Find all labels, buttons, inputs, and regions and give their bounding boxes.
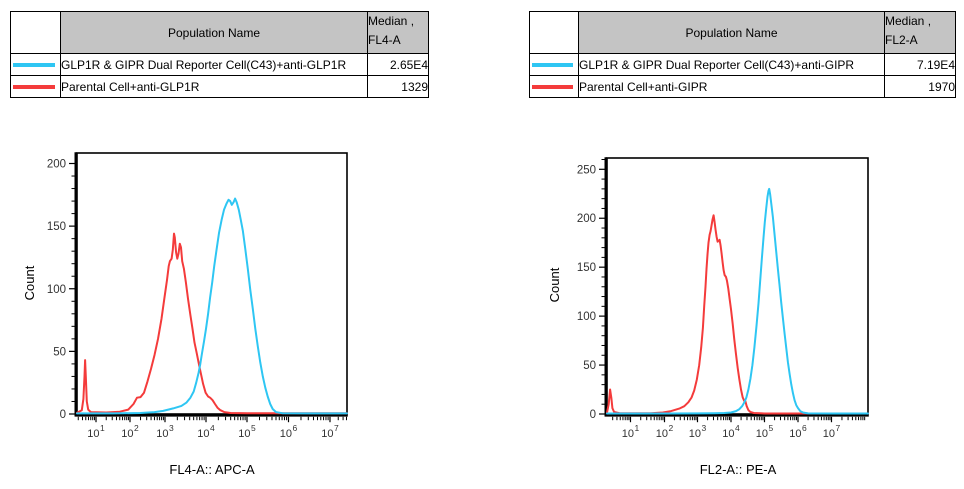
legend-row-parental: Parental Cell+anti-GIPR 1970	[529, 75, 956, 98]
x-tick-label-10e6: 106	[789, 423, 807, 440]
median-header-line2: FL2-A	[885, 33, 918, 47]
x-tick-label-10e4: 104	[722, 423, 740, 440]
legend-swatch-cell	[529, 75, 579, 98]
red-line-swatch	[13, 84, 55, 89]
y-tick-label: 0	[60, 409, 66, 421]
median-value: 1970	[884, 75, 956, 98]
population-name-header: Population Name	[60, 11, 368, 54]
legend-header-row: Population Name Median , FL4-A	[10, 11, 429, 54]
y-tick-label: 50	[583, 360, 596, 372]
x-tick-label-10e4: 104	[197, 423, 215, 440]
histogram-fl4-apc: 0 50 100 150 200 101 102 103 104 105 106 107	[47, 152, 348, 440]
median-header-line1: Median ,	[885, 14, 932, 28]
legend-header-row: Population Name Median , FL2-A	[529, 11, 956, 54]
histogram-fl2-pe: 0 50 100 150 200 250 101 102 103 104 105 106 107	[577, 157, 869, 440]
median-header: Median , FL4-A	[367, 11, 429, 54]
x-tick-label-10e5: 105	[756, 423, 774, 440]
x-tick-label-10e5: 105	[238, 423, 256, 440]
legend-table-fl2: Population Name Median , FL2-A GLP1R & G…	[529, 11, 956, 98]
legend-row-parental: Parental Cell+anti-GLP1R 1329	[10, 75, 429, 98]
red-line-swatch	[532, 84, 573, 89]
population-name: GLP1R & GIPR Dual Reporter Cell(C43)+ant…	[60, 53, 368, 76]
y-tick-label: 150	[577, 262, 596, 274]
x-tick-label-10e6: 106	[280, 423, 298, 440]
population-name: Parental Cell+anti-GLP1R	[60, 75, 368, 98]
legend-swatch-header-cell	[529, 11, 579, 54]
median-value: 2.65E4	[367, 53, 429, 76]
curve-cyan-dual-reporter	[606, 187, 869, 415]
legend-table-fl4: Population Name Median , FL4-A GLP1R & G…	[10, 11, 429, 98]
population-name: Parental Cell+anti-GIPR	[578, 75, 885, 98]
y-tick-label: 50	[53, 346, 66, 358]
y-axis-title-count-right: Count	[547, 267, 562, 303]
x-axis-title-fl4: FL4-A:: APC-A	[169, 462, 255, 477]
curve-red-parental	[606, 214, 869, 415]
x-axis-title-fl2: FL2-A:: PE-A	[699, 462, 777, 477]
population-name-header: Population Name	[578, 11, 885, 54]
y-tick-label: 0	[590, 409, 596, 421]
x-tick-label-10e3: 103	[156, 423, 174, 440]
median-value: 7.19E4	[884, 53, 956, 76]
curve-red-parental	[76, 232, 348, 415]
legend-swatch-header-cell	[10, 11, 61, 54]
y-tick-label: 250	[577, 164, 596, 176]
cyan-line-swatch	[13, 62, 55, 67]
y-tick-label: 100	[577, 311, 596, 323]
cyan-line-swatch	[532, 62, 573, 67]
x-tick-label-10e1: 101	[87, 423, 105, 440]
x-tick-label-10e1: 101	[622, 423, 640, 440]
y-tick-label: 150	[47, 221, 66, 233]
y-tick-label: 200	[47, 159, 66, 171]
median-header-line1: Median ,	[368, 14, 415, 28]
x-tick-label-10e2: 102	[656, 423, 674, 440]
legend-swatch-cell	[529, 53, 579, 76]
median-header-line2: FL4-A	[368, 33, 401, 47]
x-tick-label-10e7: 107	[823, 423, 841, 440]
legend-row-dual-reporter: GLP1R & GIPR Dual Reporter Cell(C43)+ant…	[10, 53, 429, 76]
y-tick-label: 200	[577, 213, 596, 225]
population-name: GLP1R & GIPR Dual Reporter Cell(C43)+ant…	[578, 53, 885, 76]
x-tick-label-10e2: 102	[121, 423, 139, 440]
legend-swatch-cell	[10, 75, 61, 98]
y-tick-label: 100	[47, 284, 66, 296]
x-tick-label-10e7: 107	[321, 423, 339, 440]
legend-row-dual-reporter: GLP1R & GIPR Dual Reporter Cell(C43)+ant…	[529, 53, 956, 76]
curve-cyan-dual-reporter	[76, 197, 348, 415]
legend-swatch-cell	[10, 53, 61, 76]
median-header: Median , FL2-A	[884, 11, 956, 54]
y-axis-title-count-left: Count	[22, 265, 37, 301]
x-tick-label-10e3: 103	[689, 423, 707, 440]
median-value: 1329	[367, 75, 429, 98]
